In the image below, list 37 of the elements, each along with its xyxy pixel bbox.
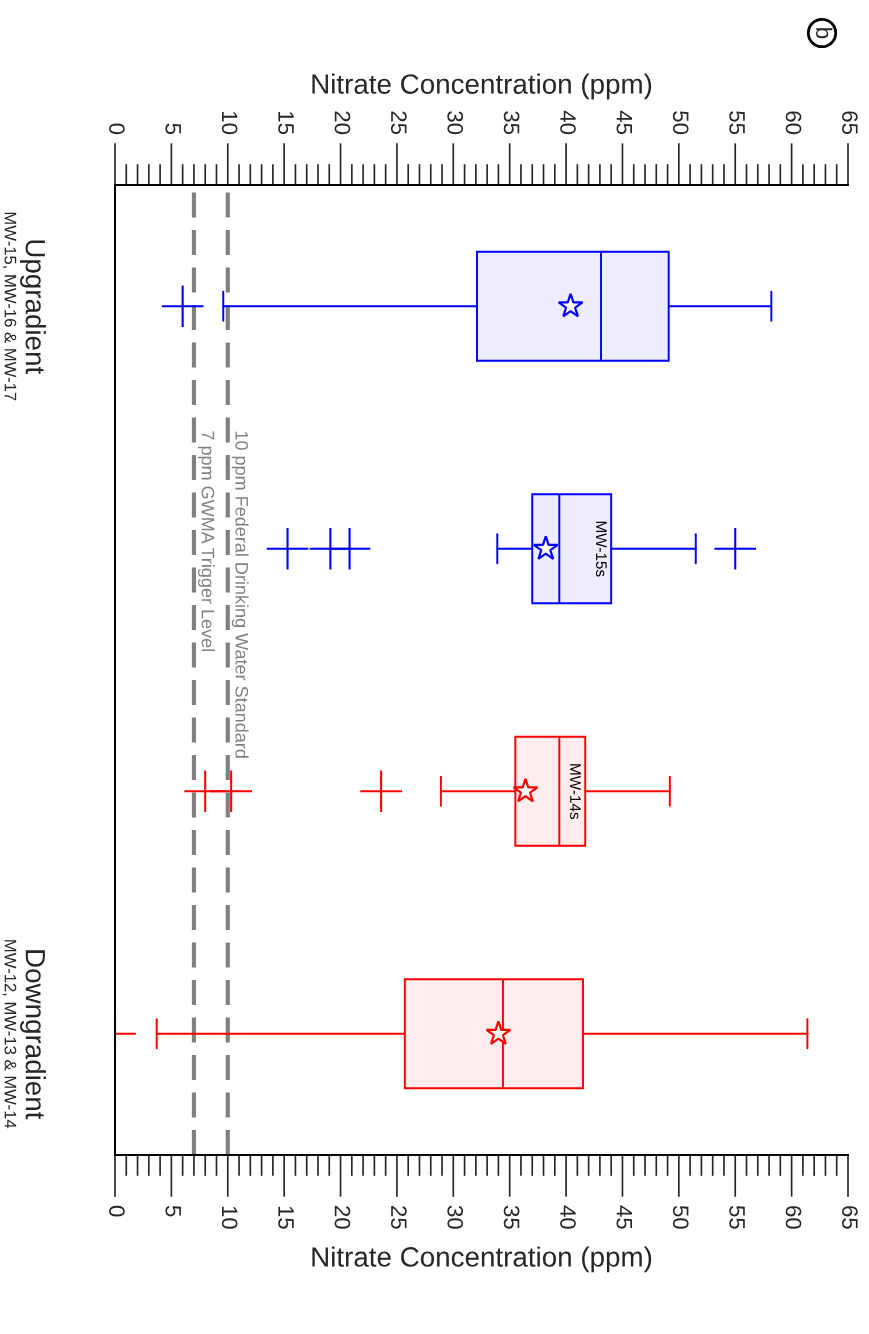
x2-tick-label: 10 [221,111,238,135]
x-tick-label: 10 [221,1206,238,1229]
x2-tick-label: 55 [729,111,745,135]
x-tick-label: 45 [616,1205,632,1229]
x2-tick-label: 60 [785,111,802,135]
x2-tick-label: 30 [447,111,464,135]
text: b [816,28,833,39]
x2-tick-label: 40 [560,110,576,135]
x-tick-label: 65 [842,1206,858,1229]
y-tick-label: Upgradient MW-15, MW-16 & MW-17 [2,212,46,401]
x-tick-label: 15 [278,1206,294,1229]
x-tick-label: 35 [503,1205,520,1229]
ref-line-label: 7 ppm GWMA Trigger Level [197,431,215,651]
x-tick-label: 30 [447,1205,464,1229]
x2-tick-label: 15 [278,111,294,135]
x2-tick-label: 65 [842,111,858,135]
y-tick-label: Downgradient MW-12, MW-13 & MW-14 [2,940,46,1129]
x-axis-title: Nitrate Concentration (ppm) [312,1246,652,1273]
x2-tick-label: 20 [334,111,351,135]
x2-tick-label: 25 [390,111,407,135]
x2-tick-label: 0 [109,123,125,135]
x-tick-label: 25 [390,1206,407,1229]
ref-line-label: 10 ppm Federal Drinking Water Standard [231,431,249,758]
x-tick-label: 55 [729,1205,745,1229]
x-tick-label: 5 [165,1205,181,1217]
x2-tick-label: 50 [672,111,689,135]
x-tick-label: 0 [109,1205,125,1217]
x-tick-label: 40 [560,1205,576,1229]
annotation: MW-15s [595,521,607,577]
annotation: MW-14s [570,764,581,819]
x2-tick-label: 35 [503,111,520,135]
x-tick-label: 50 [672,1205,689,1229]
x-tick-label: 60 [785,1206,802,1229]
x2-tick-label: 45 [616,110,632,135]
x-tick-label: 20 [334,1206,351,1229]
x2-tick-label: 5 [165,123,181,135]
x2-axis-title: Nitrate Concentration (ppm) [312,73,652,100]
